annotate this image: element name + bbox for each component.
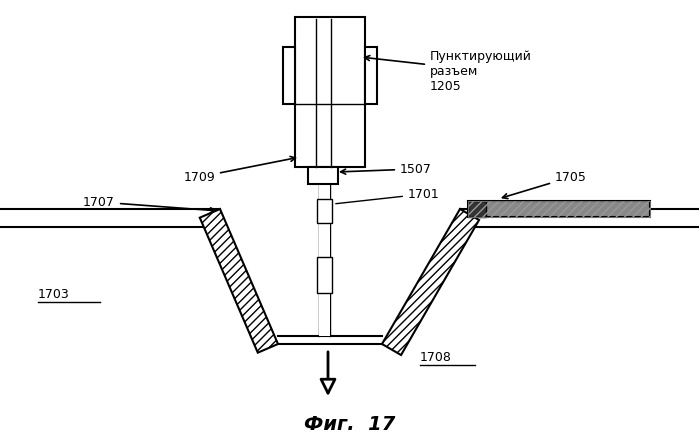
Text: 1705: 1705 [503, 171, 587, 199]
Text: 1507: 1507 [340, 163, 432, 176]
Bar [317, 257, 332, 293]
Bar [468, 201, 650, 217]
Text: 1703: 1703 [38, 288, 70, 301]
Text: Пунктирующий
разъем
1205: Пунктирующий разъем 1205 [365, 50, 532, 93]
Text: 1701: 1701 [336, 188, 440, 204]
Text: 1708: 1708 [420, 351, 452, 364]
Bar [317, 200, 332, 224]
Polygon shape [200, 210, 278, 353]
Text: 1709: 1709 [183, 157, 296, 184]
Bar [308, 168, 338, 184]
Bar [365, 48, 377, 105]
Polygon shape [382, 210, 479, 355]
Bar [319, 184, 330, 336]
Text: 1707: 1707 [83, 196, 215, 213]
Bar [295, 18, 365, 168]
Bar [468, 201, 650, 217]
Text: Фиг.  17: Фиг. 17 [304, 414, 396, 434]
Bar [283, 48, 295, 105]
Bar [468, 201, 486, 217]
